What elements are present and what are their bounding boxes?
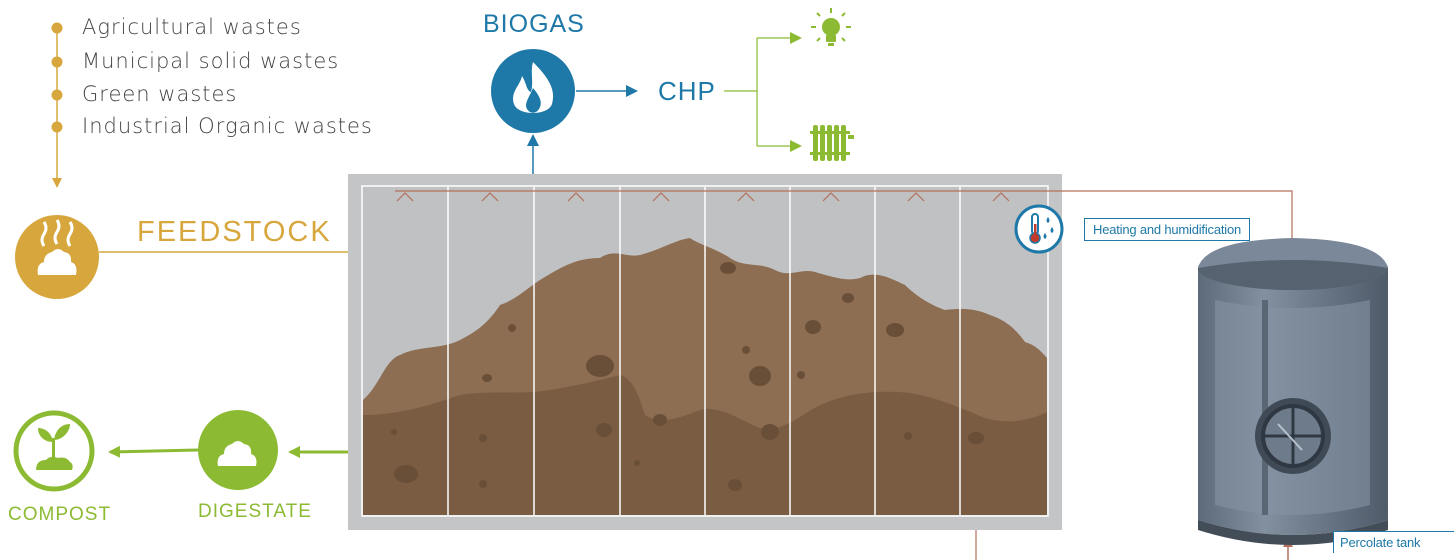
compost-label: COMPOST xyxy=(8,504,112,525)
list-item-agricultural: Agricultural wastes xyxy=(82,15,302,39)
list-item-municipal: Municipal solid wastes xyxy=(82,49,340,73)
percolate-tank-icon xyxy=(1198,238,1388,545)
chp-branch xyxy=(756,32,802,152)
compost-circle xyxy=(13,410,95,492)
heating-circle xyxy=(1014,204,1064,254)
feedstock-list-line xyxy=(51,22,63,188)
list-item-green: Green wastes xyxy=(82,82,238,106)
lightbulb-icon xyxy=(811,8,851,46)
thermometer-icon xyxy=(1029,213,1041,244)
sprout-icon xyxy=(36,424,73,470)
biogas-circle xyxy=(491,49,575,133)
digester-chamber xyxy=(348,174,1293,530)
radiator-icon xyxy=(810,125,854,161)
percolate-label-box: Percolate tank xyxy=(1333,531,1454,553)
digestate-circle xyxy=(198,410,278,490)
biogas-label: BIOGAS xyxy=(483,10,585,38)
list-item-industrial: Industrial Organic wastes xyxy=(82,114,373,138)
flame-icon xyxy=(513,62,554,113)
chp-label: CHP xyxy=(658,76,716,106)
heating-label-box: Heating and humidification xyxy=(1084,218,1251,241)
feedstock-pile-icon xyxy=(37,219,77,275)
water-drops-icon xyxy=(1043,217,1054,239)
feedstock-label: FEEDSTOCK xyxy=(137,216,332,248)
sprinkler-pipe xyxy=(395,190,1293,248)
digestate-to-compost-arrow xyxy=(108,445,199,458)
digestate-pile-icon xyxy=(217,441,257,466)
feedstock-circle xyxy=(15,215,99,299)
digestate-label: DIGESTATE xyxy=(198,501,312,522)
